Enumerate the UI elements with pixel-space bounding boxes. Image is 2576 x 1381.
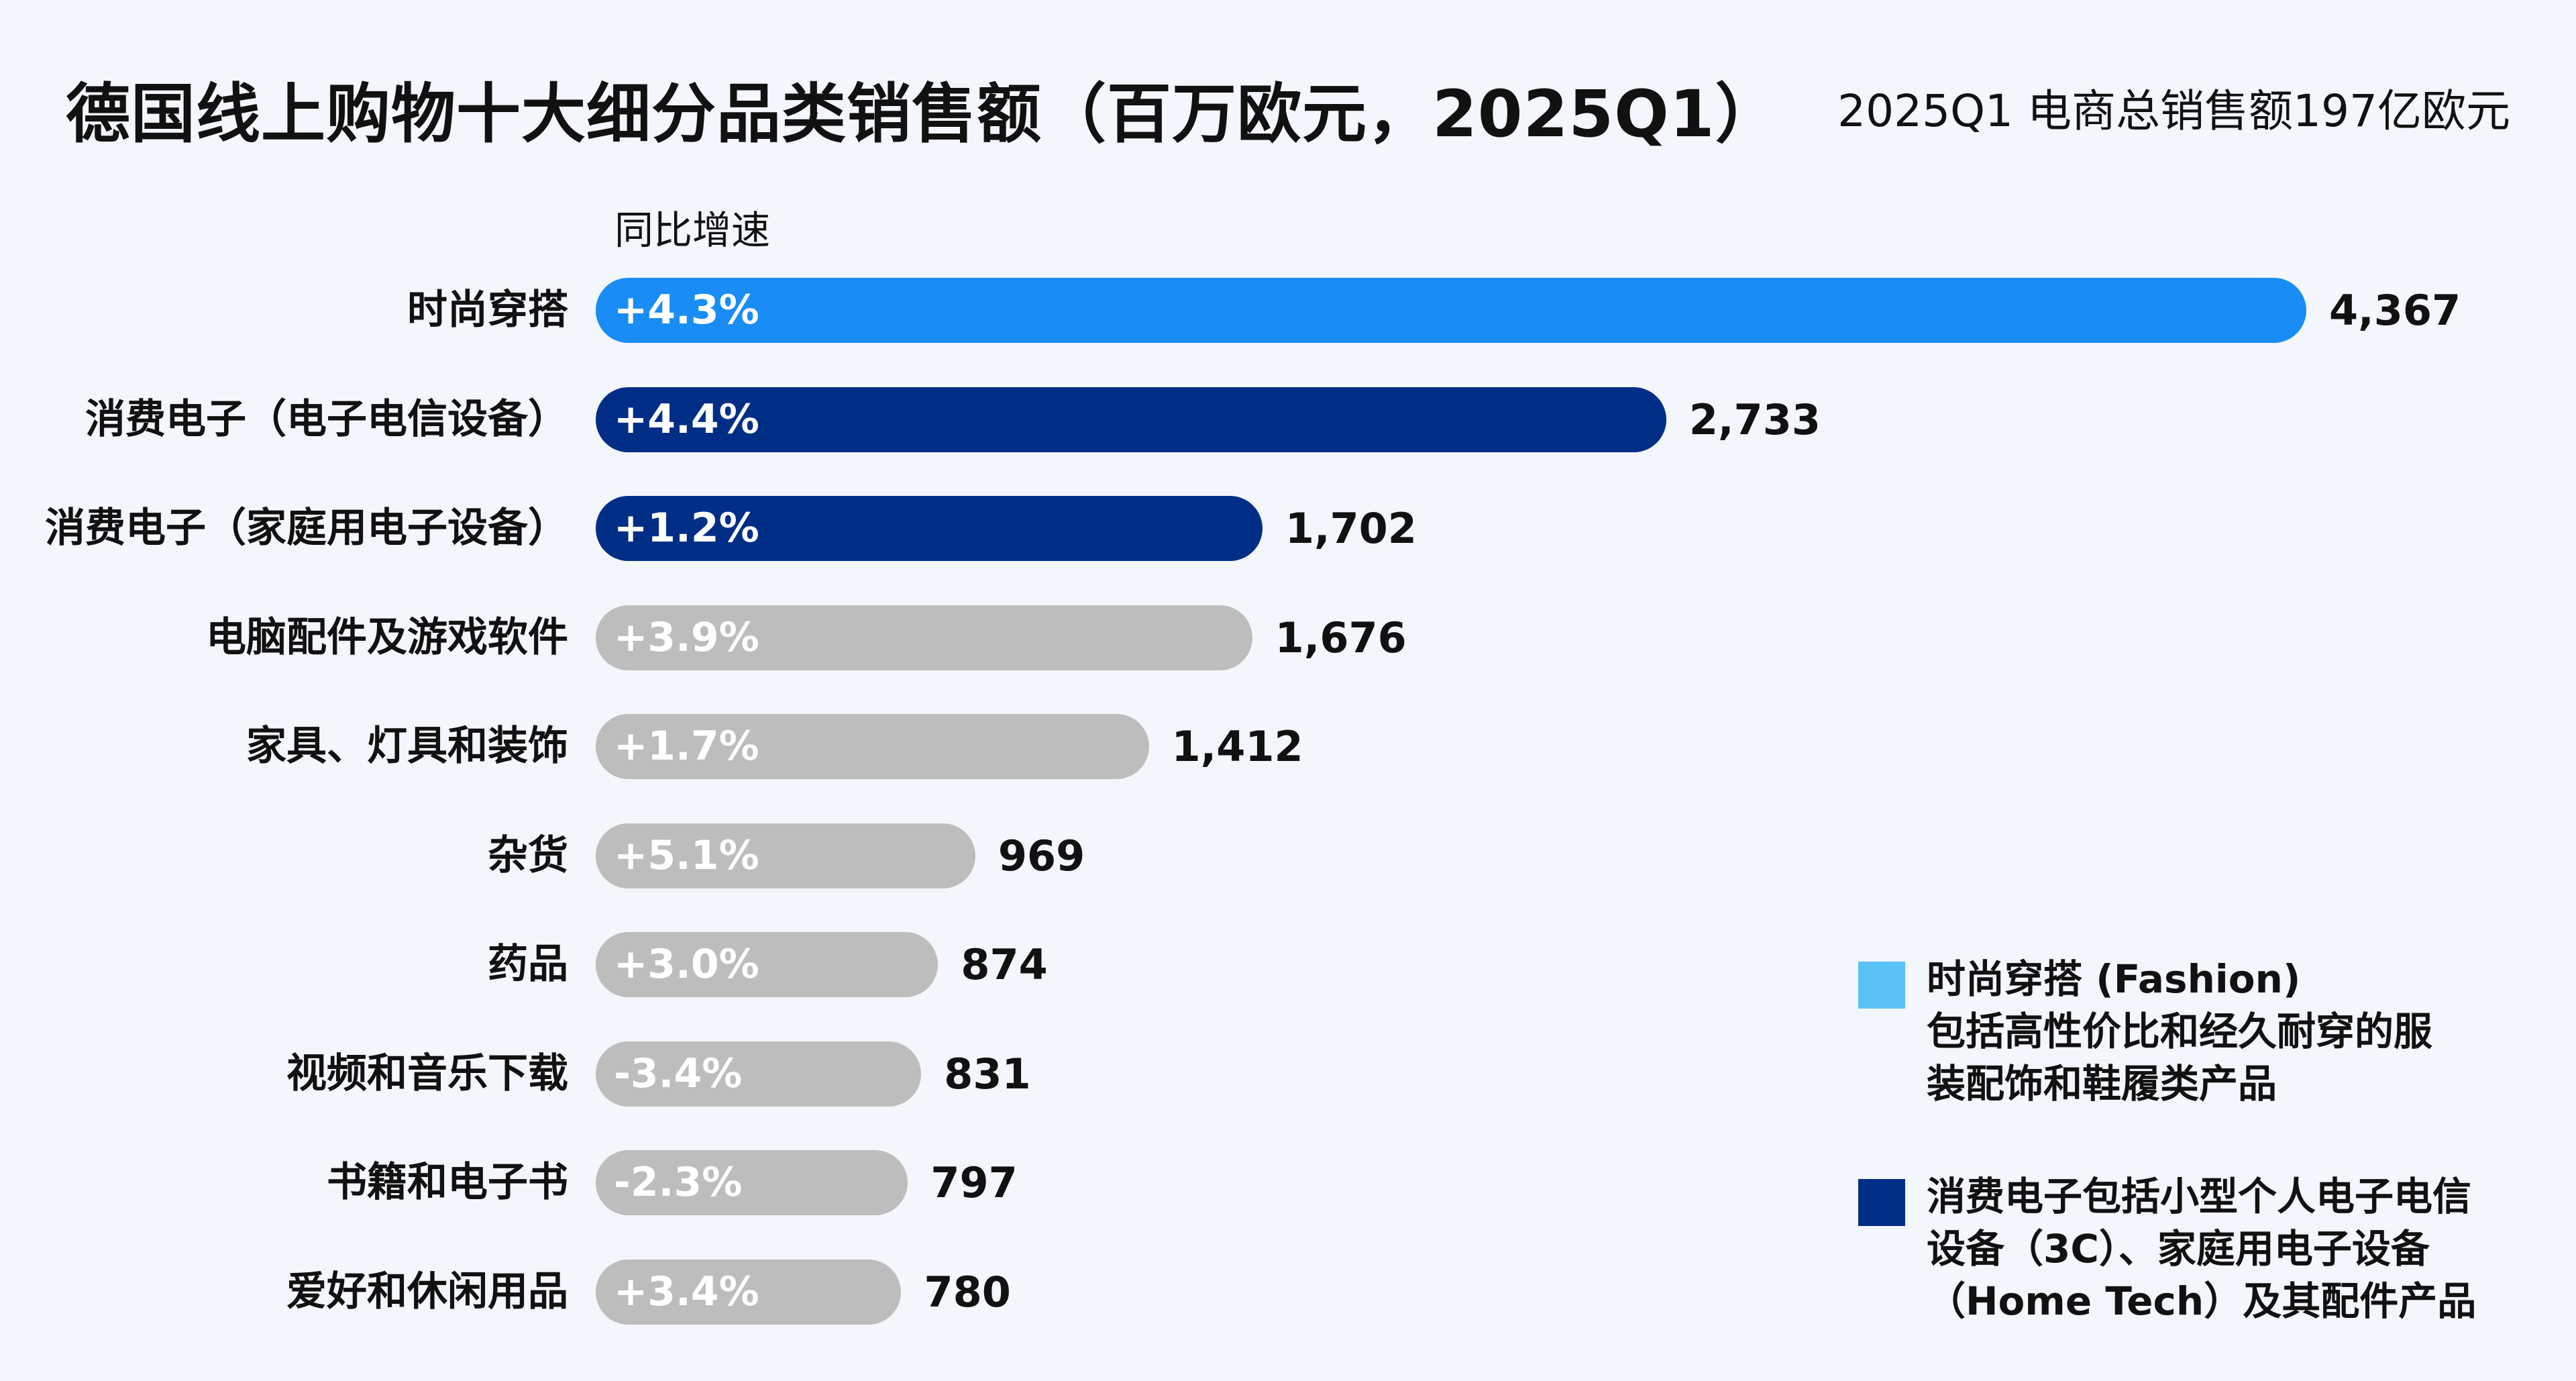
- growth-header: 同比增速: [614, 207, 771, 253]
- category-label: 视频和音乐下载: [286, 1050, 568, 1097]
- legend-line: 设备（3C）、家庭用电子设备: [1927, 1226, 2430, 1272]
- bar: [596, 278, 2306, 343]
- category-label: 爱好和休闲用品: [286, 1268, 568, 1315]
- category-label: 消费电子（电子电信设备）: [85, 395, 568, 443]
- value-label: 969: [998, 831, 1085, 880]
- growth-label: +3.9%: [614, 613, 759, 661]
- growth-label: +4.4%: [614, 395, 759, 443]
- legend-line: 包括高性价比和经久耐穿的服: [1927, 1009, 2433, 1054]
- chart-subtitle: 2025Q1 电商总销售额197亿欧元: [1837, 85, 2510, 137]
- value-label: 1,702: [1285, 504, 1417, 553]
- value-label: 831: [944, 1049, 1031, 1098]
- legend-line: （Home Tech）及其配件产品: [1927, 1278, 2477, 1324]
- value-label: 4,367: [2329, 286, 2461, 335]
- value-label: 797: [930, 1158, 1018, 1207]
- legend-line: 时尚穿搭 (Fashion): [1927, 956, 2301, 1002]
- bar: [596, 823, 975, 888]
- value-label: 1,412: [1171, 722, 1303, 771]
- growth-label: +5.1%: [614, 831, 759, 879]
- value-label: 780: [924, 1267, 1011, 1317]
- growth-label: -2.3%: [614, 1159, 743, 1206]
- category-label: 消费电子（家庭用电子设备）: [45, 505, 568, 552]
- bar: [596, 387, 1666, 452]
- bar: [596, 1150, 908, 1215]
- legend-swatch-fashion: [1858, 962, 1905, 1009]
- legend-text-fashion: 时尚穿搭 (Fashion) 包括高性价比和经久耐穿的服 装配饰和鞋履类产品: [1927, 953, 2544, 1110]
- category-label: 书籍和电子书: [327, 1159, 568, 1206]
- legend-text-electronics: 消费电子包括小型个人电子电信 设备（3C）、家庭用电子设备 （Home Tech…: [1927, 1170, 2544, 1327]
- bar: [596, 496, 1263, 561]
- bar: [596, 1041, 922, 1107]
- growth-label: -3.4%: [614, 1050, 743, 1097]
- growth-label: +1.2%: [614, 505, 759, 552]
- bar: [596, 714, 1149, 779]
- growth-label: +1.7%: [614, 723, 759, 770]
- category-label: 药品: [488, 941, 568, 988]
- value-label: 874: [961, 940, 1048, 989]
- legend-line: 消费电子包括小型个人电子电信: [1927, 1174, 2472, 1219]
- category-label: 时尚穿搭: [407, 287, 568, 334]
- growth-label: +3.0%: [614, 941, 759, 988]
- legend-line: 装配饰和鞋履类产品: [1927, 1061, 2277, 1107]
- bar: [596, 932, 938, 997]
- category-label: 杂货: [488, 831, 568, 879]
- value-label: 2,733: [1688, 395, 1821, 444]
- value-label: 1,676: [1275, 613, 1407, 662]
- legend-swatch-electronics: [1858, 1179, 1905, 1226]
- category-label: 家具、灯具和装饰: [246, 723, 568, 770]
- growth-label: +4.3%: [614, 287, 759, 334]
- chart-title: 德国线上购物十大细分品类销售额（百万欧元，2025Q1）: [66, 76, 1780, 152]
- bar: [596, 1259, 902, 1325]
- bar: [596, 605, 1252, 670]
- category-label: 电脑配件及游戏软件: [206, 613, 568, 661]
- growth-label: +3.4%: [614, 1268, 759, 1315]
